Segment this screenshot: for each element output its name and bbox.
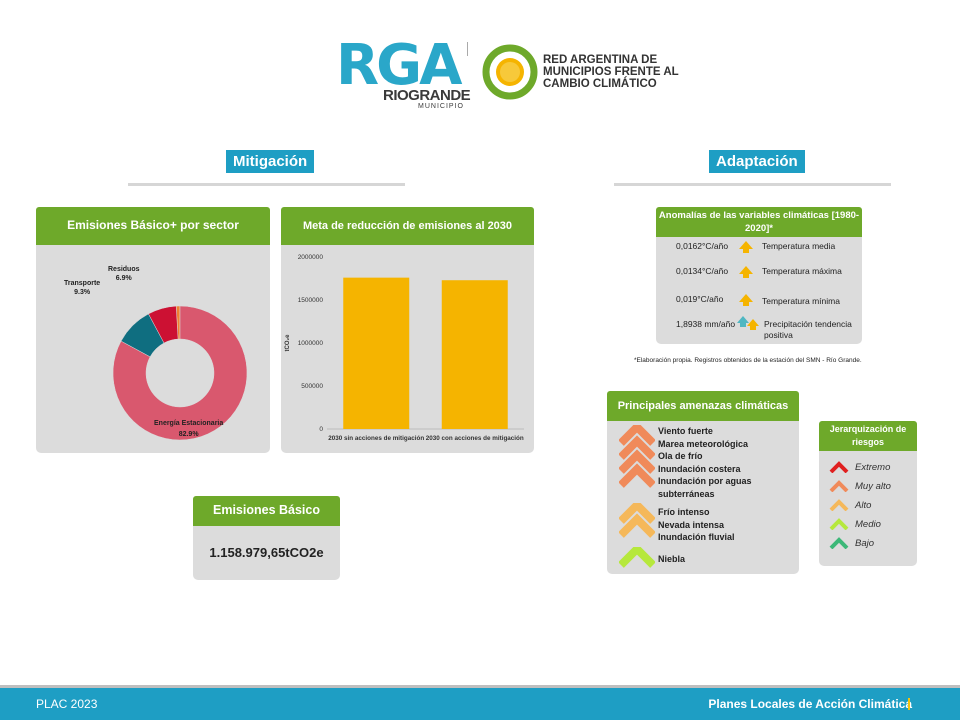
donut-slice-energía-estacionaria — [112, 305, 248, 441]
red-argentina-logo-icon — [482, 44, 538, 100]
mitigacion-title: Mitigación — [226, 150, 315, 173]
emisiones-basico-value: 1.158.979,65tCO2e — [209, 545, 324, 560]
y-axis-label: tCO₂e — [285, 334, 291, 352]
medio-chevron-icon — [829, 518, 849, 530]
rga-subtitle: RIOGRANDE — [383, 87, 471, 104]
rga-municipio: MUNICIPIO — [418, 103, 464, 110]
anomalia-value-maxima: 0,0134°C/año — [676, 266, 729, 276]
bar-chart: 0 500000 1000000 1500000 2000000 tCO₂e 2030 si… — [285, 254, 524, 442]
mitigacion-divider — [128, 183, 405, 186]
x-category-label: 2030 sin acciones de mitigación — [328, 435, 424, 442]
adaptacion-title: Adaptación — [709, 150, 805, 173]
amenazas-card: Principales amenazas climáticas Viento f… — [607, 391, 799, 574]
adaptacion-divider — [614, 183, 891, 186]
y-tick-label: 1000000 — [298, 340, 324, 347]
muy-alto-chevron-icon — [829, 480, 849, 492]
anomalia-label-precip: Precipitación tendencia positiva — [764, 319, 852, 340]
bajo-chevron-icon — [829, 537, 849, 549]
anomalias-note: *Elaboración propia. Registros obtenidos… — [634, 357, 862, 364]
medio-chevron-icon — [619, 547, 655, 568]
bar-2 — [441, 280, 508, 429]
amenazas-muy-alto-list: Viento fuerte Marea meteorológica Ola de… — [658, 426, 752, 499]
jerarquia-title: Jerarquización de riesgos — [819, 421, 917, 451]
y-tick-label: 0 — [319, 426, 323, 433]
emisiones-sector-card: Emisiones Básico+ por sector Residuos 6.9… — [36, 207, 270, 453]
anomalia-value-media: 0,0162°C/año — [676, 241, 729, 251]
bar-1 — [343, 277, 410, 429]
y-tick-label: 500000 — [301, 383, 323, 390]
jerarquia-item-alto: Alto — [829, 499, 891, 511]
donut-chart — [112, 305, 248, 441]
anomalia-label-maxima: Temperatura máxima — [762, 266, 842, 276]
temp-up-arrow-icon — [739, 241, 753, 253]
alto-chevrons-icon — [619, 503, 655, 538]
anomalia-value-minima: 0,019°C/año — [676, 294, 724, 304]
donut-slice-residuos — [148, 305, 179, 344]
extremo-chevron-icon — [829, 461, 849, 473]
amenazas-title: Principales amenazas climáticas — [607, 391, 799, 421]
anomalia-label-minima: Temperatura mínima — [762, 296, 840, 306]
logo-divider — [467, 42, 468, 56]
jerarquia-item-muy-alto: Muy alto — [829, 480, 891, 492]
jerarquia-item-medio: Medio — [829, 518, 891, 530]
label-residuos: Residuos 6.9% — [108, 266, 140, 282]
temp-up-arrow-icon — [739, 266, 753, 278]
footer-top-line — [0, 685, 960, 689]
anomalia-value-precip: 1,8938 mm/año — [676, 319, 736, 329]
jerarquia-list: Extremo Muy alto Alto Medio Bajo — [829, 461, 891, 549]
anomalias-card: Anomalías de las variables climáticas [1… — [656, 207, 862, 344]
precip-arrows-icon — [737, 316, 759, 330]
meta-title: Meta de reducción de emisiones al 2030 — [281, 207, 534, 245]
red-argentina-text: RED ARGENTINA DE MUNICIPIOS FRENTE AL CA… — [543, 54, 679, 90]
amenazas-medio-list: Niebla — [658, 554, 686, 564]
footer-bar — [0, 688, 960, 720]
label-transporte: Transporte 9.3% — [64, 280, 101, 296]
meta-reduccion-card: Meta de reducción de emisiones al 2030 0… — [281, 207, 534, 453]
anomalias-title: Anomalías de las variables climáticas [1… — [656, 207, 862, 237]
temp-up-arrow-icon — [739, 294, 753, 306]
footer-right-text: Planes Locales de Acción Climática — [708, 697, 912, 711]
anomalia-label-media: Temperatura media — [762, 241, 836, 251]
muy-alto-chevrons-icon — [619, 425, 655, 488]
x-category-label: 2030 con acciones de mitigación — [426, 435, 524, 442]
y-tick-label: 2000000 — [298, 254, 324, 261]
amenazas-alto-list: Frío intenso Nevada intensa Inundación f… — [658, 507, 735, 542]
footer-left-text: PLAC 2023 — [36, 697, 98, 711]
alto-chevron-icon — [829, 499, 849, 511]
jerarquia-item-bajo: Bajo — [829, 537, 891, 549]
jerarquia-card: Jerarquización de riesgos Extremo Muy al… — [819, 421, 917, 566]
emisiones-basico-title: Emisiones Básico — [193, 496, 340, 526]
emisiones-basico-card: Emisiones Básico 1.158.979,65tCO2e — [193, 496, 340, 580]
footer-accent — [908, 698, 910, 710]
jerarquia-item-extremo: Extremo — [829, 461, 891, 473]
y-tick-label: 1500000 — [298, 297, 324, 304]
emisiones-sector-title: Emisiones Básico+ por sector — [36, 207, 270, 245]
label-energia: Energía Estacionaria 82.9% — [154, 420, 224, 438]
rga-logo: RGA — [336, 33, 462, 98]
